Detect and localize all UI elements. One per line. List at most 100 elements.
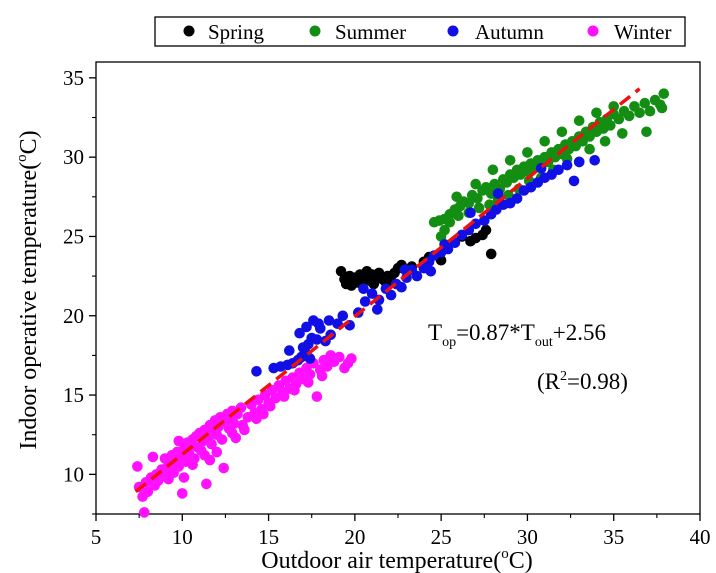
data-point-summer [658,88,670,99]
data-point-summer [613,113,625,125]
data-point-winter [178,472,190,483]
data-point-winter [278,391,290,402]
data-point-summer [473,202,485,214]
data-point-winter [139,507,150,518]
data-point-autumn [284,345,295,356]
data-point-spring [485,248,497,260]
data-point-autumn [589,155,600,166]
data-point-winter [204,454,216,466]
data-point-summer [641,126,652,138]
eq-mid: =0.87*T [456,320,535,345]
data-points [132,88,670,518]
data-point-autumn [479,215,490,226]
data-point-autumn [304,353,316,364]
y-axis-label-tail: C) [16,130,42,154]
legend-marker-autumn [447,25,459,37]
y-tick-label: 10 [63,462,84,486]
data-point-summer [591,107,602,119]
data-point-winter [230,432,242,444]
legend-label-winter: Winter [614,20,671,44]
data-point-autumn [492,188,504,199]
data-point-summer [644,105,656,117]
data-point-winter [316,370,328,382]
data-point-summer [656,102,668,114]
data-point-summer [453,210,464,222]
x-tick-label: 30 [517,525,538,549]
data-point-autumn [553,164,564,176]
data-point-autumn [359,296,371,307]
data-point-summer [504,155,516,166]
x-axis-label: Outdoor air temperature(oC) [261,546,532,573]
data-point-winter [142,486,154,498]
legend-marker-spring [183,25,195,37]
data-point-summer [634,107,645,119]
data-point-winter [159,469,171,480]
data-point-winter [303,377,314,388]
data-point-spring [335,266,347,277]
data-point-autumn [315,323,326,334]
data-point-autumn [301,321,312,333]
x-tick-label: 10 [172,525,193,549]
x-axis-label-sup: o [501,546,509,562]
data-point-winter [311,391,323,402]
data-point-winter [258,408,269,420]
data-point-winter [201,478,212,490]
data-point-autumn [396,281,407,293]
legend-marker-summer [309,25,321,37]
data-point-summer [472,193,483,204]
y-axis-label: Indoor operative temperature(oC) [14,130,42,449]
data-point-autumn [425,266,437,277]
eq-sub-op: op [442,335,456,350]
data-point-winter [270,392,281,404]
data-point-winter [228,418,240,429]
data-point-winter [147,451,159,463]
data-point-autumn [561,159,573,171]
legend-marker-winter [587,25,599,37]
data-point-autumn [372,304,383,315]
data-point-summer [487,164,499,176]
y-axis-ticks: 10 15 20 25 30 35 [63,66,96,515]
y-tick-label: 25 [63,224,84,248]
fit-line [134,87,641,493]
x-axis-label-main: Outdoor air temperature( [261,548,501,573]
data-point-autumn [568,175,580,187]
y-axis-label-sup: o [14,154,30,162]
r2-tail: =0.98) [567,369,628,394]
y-axis-label-main: Indoor operative temperature( [16,162,42,450]
x-tick-label: 20 [344,525,365,549]
data-point-spring [480,224,492,236]
data-point-summer [556,126,568,138]
data-point-summer [623,110,635,122]
r2-sup: 2 [560,369,567,384]
data-point-autumn [311,334,323,345]
data-point-summer [573,115,585,126]
fit-equation: Top=0.87*Tout+2.56 [428,320,606,350]
data-point-autumn [337,310,349,322]
data-point-winter [265,400,276,412]
r-squared: (R2=0.98) [537,369,628,394]
legend-label-autumn: Autumn [475,20,544,44]
data-point-autumn [294,327,305,339]
data-point-summer [608,101,619,112]
data-point-autumn [297,342,309,353]
y-tick-label: 35 [63,66,84,90]
x-tick-label: 25 [431,525,452,549]
eq-main: T [428,320,442,345]
data-point-winter [346,353,357,364]
y-tick-label: 15 [63,383,84,407]
data-point-winter [173,435,185,447]
x-tick-label: 5 [91,525,102,549]
data-point-winter [216,434,228,445]
data-point-summer [435,231,447,242]
data-point-summer [605,120,616,131]
data-point-winter [237,419,248,431]
eq-tail: +2.56 [553,320,606,345]
eq-sub-out: out [535,335,553,350]
data-point-autumn [411,270,423,282]
data-point-winter [132,461,143,472]
y-tick-label: 30 [63,145,84,169]
data-point-autumn [323,315,335,326]
data-point-winter [177,488,188,499]
data-point-summer [639,97,651,109]
data-point-summer [599,136,611,147]
